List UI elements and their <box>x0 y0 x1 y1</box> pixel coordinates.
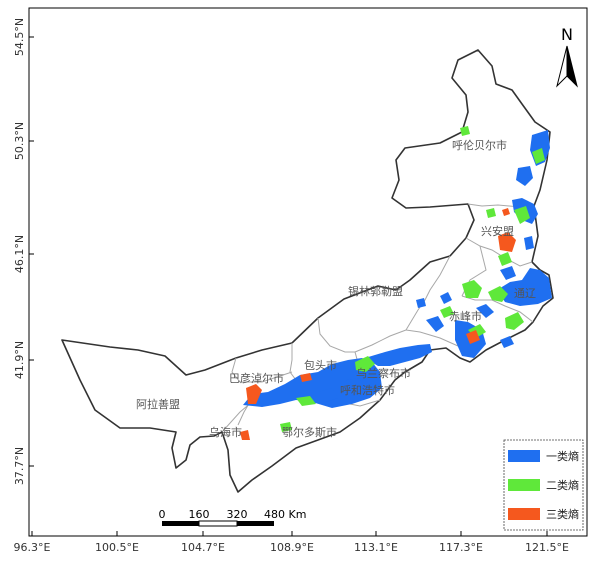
label-chifeng: 赤峰市 <box>449 309 482 323</box>
label-baotou: 包头市 <box>304 358 337 372</box>
legend-label: 二类熵 <box>546 478 579 492</box>
label-bayannur: 巴彦淖尔市 <box>229 371 284 385</box>
place-labels: 呼伦贝尔市 兴安盟 通辽 锡林郭勒盟 赤峰市 包头市 乌兰察布市 呼和浩特市 巴… <box>136 138 536 439</box>
x-tick-label: 117.3°E <box>439 541 483 554</box>
label-xilingol: 锡林郭勒盟 <box>348 284 403 298</box>
scale-label: 480 Km <box>264 508 306 521</box>
label-alxa: 阿拉善盟 <box>136 397 180 411</box>
legend: 一类熵 二类熵 三类熵 <box>503 439 584 531</box>
legend-swatch <box>508 450 540 462</box>
legend-swatch <box>508 508 540 520</box>
legend-swatch <box>508 479 540 491</box>
y-tick-label: 54.5°N <box>13 18 26 56</box>
north-arrow-icon: N <box>556 25 578 88</box>
class3-areas <box>240 208 516 440</box>
scale-label: 320 <box>227 508 248 521</box>
label-wuhai: 乌海市 <box>209 425 242 439</box>
x-tick-label: 104.7°E <box>181 541 225 554</box>
label-ulanqab: 乌兰察布市 <box>356 366 411 380</box>
legend-label: 一类熵 <box>546 449 579 463</box>
scale-label: 160 <box>189 508 210 521</box>
class2-areas <box>280 126 545 432</box>
y-tick-label: 50.3°N <box>13 122 26 160</box>
label-tongliao: 通辽 <box>514 287 536 300</box>
y-tick-label: 37.7°N <box>13 447 26 485</box>
y-tick-label: 46.1°N <box>13 235 26 273</box>
x-tick-label: 113.1°E <box>354 541 398 554</box>
scale-label: 0 <box>159 508 166 521</box>
x-tick-label: 121.5°E <box>525 541 569 554</box>
label-hinggan: 兴安盟 <box>481 224 514 238</box>
x-tick-label: 96.3°E <box>14 541 51 554</box>
scale-bar: 0 160 320 480 Km <box>159 508 306 527</box>
x-tick-label: 100.5°E <box>95 541 139 554</box>
x-axis: 96.3°E 100.5°E 104.7°E 108.9°E 113.1°E 1… <box>14 531 569 554</box>
class1-areas <box>243 130 552 408</box>
label-hohhot: 呼和浩特市 <box>340 383 395 397</box>
x-tick-label: 108.9°E <box>270 541 314 554</box>
legend-label: 三类熵 <box>546 507 579 521</box>
y-tick-label: 41.9°N <box>13 341 26 379</box>
label-hulunbuir: 呼伦贝尔市 <box>452 138 507 152</box>
north-label: N <box>561 25 573 44</box>
y-axis: 54.5°N 50.3°N 46.1°N 41.9°N 37.7°N <box>13 18 34 485</box>
label-ordos: 鄂尔多斯市 <box>282 425 337 439</box>
